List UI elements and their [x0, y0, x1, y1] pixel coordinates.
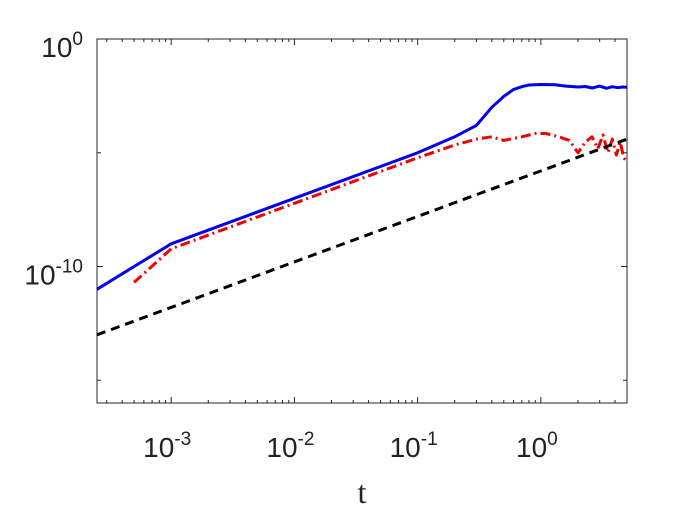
plot-frame	[96, 38, 628, 404]
x-tick-label: 10-1	[390, 429, 438, 463]
series-red-line	[133, 132, 627, 284]
x-axis-label: t	[358, 474, 367, 510]
tick-labels: 10-3 10-2 10-1 100 100 10-10	[24, 29, 557, 463]
series-layer	[97, 83, 627, 337]
plot-area	[97, 39, 627, 403]
x-tick-label: 100	[516, 429, 558, 463]
x-tick-label: 10-3	[143, 429, 191, 463]
y-tick-label: 10-10	[24, 257, 83, 291]
x-tick-label: 10-2	[266, 429, 314, 463]
series-blue-line	[97, 83, 627, 291]
series-black-line	[97, 137, 627, 337]
y-tick-label: 100	[41, 29, 83, 63]
